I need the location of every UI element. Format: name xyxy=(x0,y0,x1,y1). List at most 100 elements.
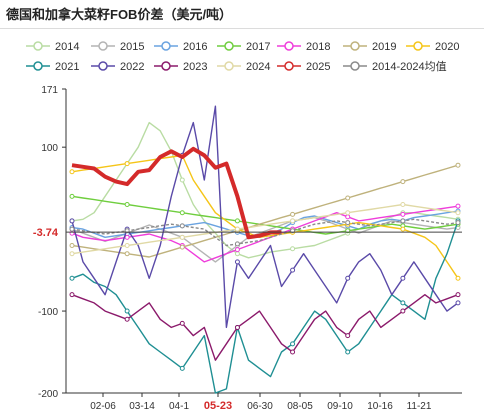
data-point xyxy=(455,275,461,281)
data-point xyxy=(69,226,75,232)
data-point xyxy=(234,251,240,257)
series-line xyxy=(71,146,282,240)
data-point xyxy=(290,341,296,347)
legend-item[interactable]: 2018 xyxy=(277,41,330,53)
data-point xyxy=(400,275,406,281)
chart-title: 德国和加拿大菜籽FOB价差（美元/吨） xyxy=(6,7,233,22)
data-point xyxy=(455,162,461,168)
y-tick-label: -100 xyxy=(38,307,58,318)
x-tick-label: 10-16 xyxy=(367,401,393,412)
legend-item[interactable]: 2020 xyxy=(406,41,459,53)
data-point xyxy=(345,214,351,220)
data-point xyxy=(455,210,461,216)
plot-area xyxy=(69,105,461,394)
legend-marker xyxy=(33,41,43,51)
data-point xyxy=(124,308,130,314)
series-line xyxy=(71,105,459,329)
legend-label: 2018 xyxy=(306,41,330,53)
data-point xyxy=(345,333,351,339)
legend-item[interactable]: 2022 xyxy=(91,61,144,73)
data-point xyxy=(345,195,351,201)
data-point xyxy=(400,218,406,224)
y-tick-label: 171 xyxy=(41,85,58,96)
data-point xyxy=(234,226,240,232)
x-tick-label: 02-06 xyxy=(90,401,116,412)
legend-marker xyxy=(161,61,171,71)
legend-item[interactable]: 2014-2024均值 xyxy=(343,60,447,73)
data-point xyxy=(69,193,75,199)
legend-marker xyxy=(98,41,108,51)
data-point xyxy=(124,202,130,208)
data-point xyxy=(69,243,75,249)
data-point xyxy=(179,320,185,326)
y-tick-label: -200 xyxy=(38,389,58,400)
chart-legend[interactable]: 2014 2015 2016 2017 2018 2019 2020 2021 2022 2023… xyxy=(26,41,459,73)
data-point xyxy=(124,161,130,167)
legend-marker xyxy=(350,61,360,71)
x-tick-label: 06-30 xyxy=(247,401,273,412)
series-2014-2024均值 xyxy=(69,218,461,247)
legend-label: 2020 xyxy=(435,41,459,53)
data-point xyxy=(455,220,461,226)
legend-item[interactable]: 2021 xyxy=(26,61,79,73)
data-point xyxy=(345,275,351,281)
legend-item[interactable]: 2025 xyxy=(277,61,330,73)
data-point xyxy=(345,220,351,226)
data-point xyxy=(234,259,240,265)
chart-axes: 171 100 -100 -200 02-06 03-14 04-1 05-23 06-30 08… xyxy=(38,85,462,412)
data-point xyxy=(69,275,75,281)
data-point xyxy=(179,234,185,240)
y-tick-label: 100 xyxy=(41,143,58,154)
legend-marker xyxy=(224,41,234,51)
series-line xyxy=(71,164,459,258)
legend-label: 2025 xyxy=(306,61,330,73)
data-point xyxy=(179,210,185,216)
legend-item[interactable]: 2019 xyxy=(343,41,396,53)
data-point xyxy=(124,243,130,249)
data-point xyxy=(234,324,240,330)
data-point xyxy=(400,211,406,217)
legend-item[interactable]: 2017 xyxy=(217,41,270,53)
data-point xyxy=(455,203,461,209)
data-point xyxy=(290,218,296,224)
data-point xyxy=(69,251,75,257)
legend-label: 2017 xyxy=(246,41,270,53)
legend-item[interactable]: 2014 xyxy=(26,41,79,53)
data-point xyxy=(400,226,406,232)
series-2020 xyxy=(69,152,461,281)
legend-label: 2014-2024均值 xyxy=(372,60,447,73)
legend-marker xyxy=(98,61,108,71)
data-point xyxy=(124,251,130,257)
legend-item[interactable]: 2024 xyxy=(217,61,270,73)
x-tick-label: 08-05 xyxy=(287,401,313,412)
data-point xyxy=(400,179,406,185)
data-point xyxy=(290,246,296,252)
data-point xyxy=(69,292,75,298)
legend-label: 2021 xyxy=(55,61,79,73)
legend-marker xyxy=(413,41,423,51)
series-2023 xyxy=(69,292,461,361)
legend-item[interactable]: 2023 xyxy=(154,61,207,73)
data-point xyxy=(345,210,351,216)
x-tick-label-highlight: 05-23 xyxy=(204,400,232,412)
legend-item[interactable]: 2016 xyxy=(154,41,207,53)
data-point xyxy=(290,349,296,355)
legend-item[interactable]: 2015 xyxy=(91,41,144,53)
x-tick-label: 09-10 xyxy=(327,401,353,412)
data-point xyxy=(234,247,240,253)
data-point xyxy=(400,308,406,314)
data-point xyxy=(124,316,130,322)
series-line xyxy=(71,154,459,279)
legend-label: 2019 xyxy=(372,41,396,53)
reference-value-label: -3.74 xyxy=(33,227,59,239)
data-point xyxy=(179,177,185,183)
legend-label: 2024 xyxy=(246,61,270,73)
legend-marker xyxy=(33,61,43,71)
legend-label: 2015 xyxy=(120,41,144,53)
legend-marker xyxy=(161,41,171,51)
data-point xyxy=(455,292,461,298)
data-point xyxy=(345,349,351,355)
title-divider xyxy=(0,28,484,29)
series-line xyxy=(71,216,459,263)
